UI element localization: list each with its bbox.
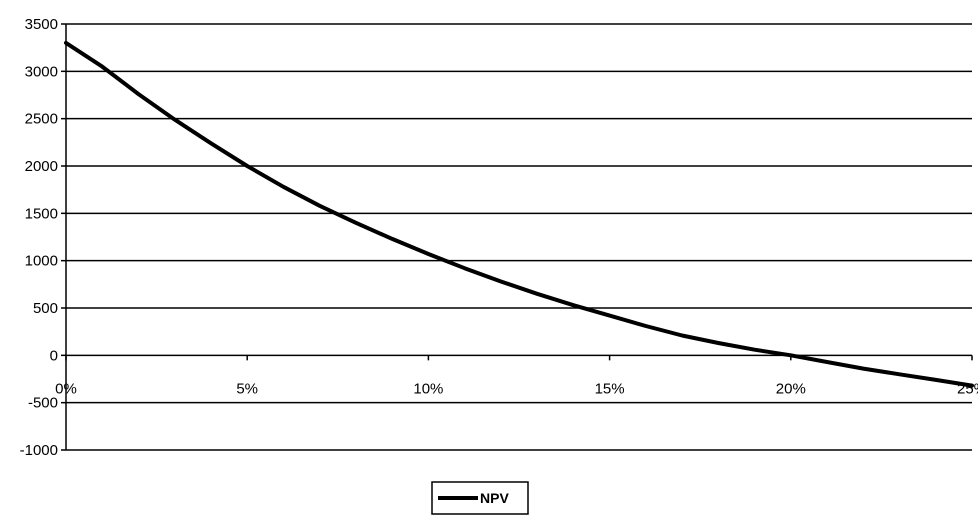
y-tick-label-9: -1000 (20, 442, 58, 459)
grid-layer (66, 23, 972, 451)
x-tick-label-1: 5% (236, 380, 258, 397)
y-tick-label-7: 0 (50, 347, 58, 364)
y-tick-label-8: -500 (28, 395, 58, 412)
axis-layer (61, 23, 973, 451)
y-tick-label-6: 500 (33, 300, 58, 317)
x-tick-label-0: 0% (55, 380, 77, 397)
y-tick-label-5: 1000 (25, 253, 58, 270)
y-tick-label-2: 2500 (25, 111, 58, 128)
x-tick-label-5: 25% (957, 380, 978, 397)
legend: NPV (431, 481, 529, 515)
series-line-npv (64, 40, 974, 388)
y-tick-label-3: 2000 (25, 158, 58, 175)
legend-label-npv: NPV (480, 490, 509, 506)
label-layer: 3500 3000 2500 2000 1500 1000 500 0 -500 -1000 0% 5… (20, 16, 978, 459)
x-tick-label-3: 15% (595, 380, 625, 397)
y-tick-label-1: 3000 (25, 63, 58, 80)
x-tick-label-2: 10% (413, 380, 443, 397)
series-layer (64, 40, 974, 388)
y-tick-label-0: 3500 (25, 16, 58, 33)
x-tick-label-4: 20% (776, 380, 806, 397)
y-tick-label-4: 1500 (25, 205, 58, 222)
